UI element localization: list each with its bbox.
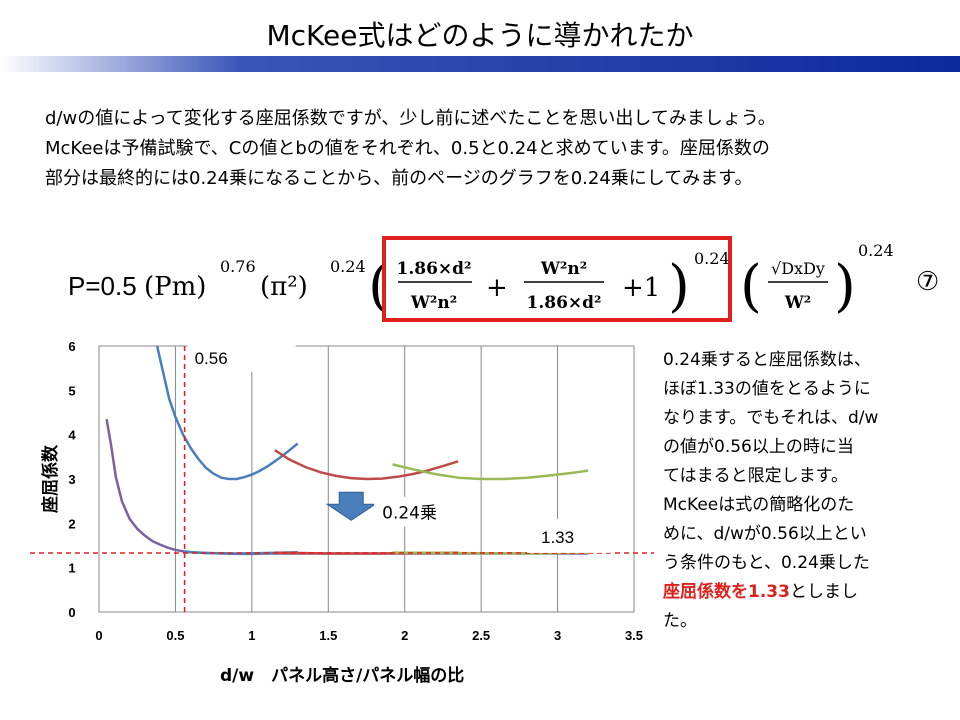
formula-pi: (π²): [260, 272, 308, 302]
side-line-9: 座屈係数を1.33としまし: [663, 578, 953, 607]
formula-close-paren: ): [668, 254, 690, 319]
side-line-8: う条件のもと、0.24乗した: [663, 553, 870, 573]
frac3-num: √DxDy: [771, 259, 825, 278]
y-tick-label-6: 6: [68, 339, 75, 354]
frac1-den: W²n²: [410, 293, 457, 313]
side-line-6: McKeeは式の簡略化のた: [663, 495, 855, 515]
y-tick-label-5: 5: [68, 383, 75, 398]
title-rule: [0, 56, 960, 72]
side-line-4: の値が0.56以上の時に当: [663, 437, 854, 457]
x-tick-label-2: 1: [248, 628, 255, 643]
formula-open-paren: (: [368, 254, 390, 319]
y-ref-label: 1.33: [541, 528, 574, 547]
frac2-num: W²n²: [540, 259, 587, 279]
down-arrow-icon: [325, 491, 377, 521]
side-line-1: 0.24乗すると座屈係数は、: [663, 350, 871, 370]
intro-line-2: McKeeは予備試験で、Cの値とbの値をそれぞれ、0.5と0.24と求めています…: [45, 138, 770, 159]
x-tick-label-6: 3: [554, 628, 561, 643]
intro-line-1: d/wの値によって変化する座屈係数ですが、少し前に述べたことを思い出してみましょ…: [45, 108, 776, 129]
intro-text: d/wの値によって変化する座屈係数ですが、少し前に述べたことを思い出してみましょ…: [45, 104, 945, 194]
formula-pm: (Pm): [144, 272, 206, 302]
side-line-2: ほぼ1.33の値をとるように: [663, 379, 871, 399]
equation-number: ⑦: [916, 267, 939, 297]
series-line-0: [155, 345, 299, 481]
y-tick-label-2: 2: [68, 516, 75, 531]
x-tick-label-7: 3.5: [625, 628, 643, 643]
arrow-label-bg: [374, 496, 455, 527]
formula-plus: +: [486, 273, 508, 303]
side-line-10: た。: [663, 611, 697, 631]
frac1-num: 1.86×d²: [397, 259, 472, 279]
x-tick-label-5: 2.5: [472, 628, 490, 643]
formula-lead: P=0.5: [68, 271, 137, 301]
y-ref-label-bg: [527, 518, 612, 553]
x-tick-label-0: 0: [95, 628, 102, 643]
series-line-1: [274, 449, 459, 481]
arrow-label: 0.24乗: [382, 504, 437, 524]
mckee-formula: P=0.5 (Pm) 0.76 (π²) 0.24 ( 1.86×d² W²n²…: [68, 236, 939, 322]
last-exp: 0.24: [858, 241, 894, 260]
formula-close-paren-2: ): [834, 254, 856, 319]
buckling-coefficient-chart: 0 0.5 1 1.5 2 2.5 3 3.5 0 1 2 3 4 5 6 座屈係数 d/w パネル高さ/パネル…: [30, 338, 654, 686]
frac3-den: W²: [784, 293, 812, 313]
highlight-box: [382, 236, 732, 322]
frac2-den: 1.86×d²: [527, 293, 602, 313]
y-tick-label-0: 0: [68, 605, 75, 620]
y-tick-label-3: 3: [68, 472, 75, 487]
side-tail: としまし: [789, 582, 858, 602]
side-line-3: なります。でもそれは、d/w: [663, 408, 879, 428]
series-line-2: [392, 463, 589, 481]
y-tick-label-4: 4: [68, 428, 76, 443]
x-axis-label: d/w パネル高さ/パネル幅の比: [220, 665, 464, 686]
box-exp: 0.24: [694, 249, 730, 268]
y-axis-label: 座屈係数: [40, 444, 61, 513]
formula-pi-exp: 0.24: [330, 257, 366, 276]
page-title: McKee式はどのように導かれたか: [266, 19, 694, 52]
formula-plus-one: +1: [622, 273, 660, 303]
x-tick-label-3: 1.5: [319, 628, 337, 643]
intro-line-3: 部分は最終的には0.24乗になることから、前のページのグラフを0.24乗にしてみ…: [45, 168, 753, 189]
x-tick-label-1: 0.5: [166, 628, 184, 643]
formula-pm-exp: 0.76: [220, 257, 256, 276]
side-explanation: 0.24乗すると座屈係数は、 ほぼ1.33の値をとるように なります。でもそれは…: [663, 346, 953, 636]
x-ref-label-bg: [187, 338, 296, 372]
formula-open-paren-2: (: [740, 254, 762, 319]
x-tick-label-4: 2: [401, 628, 408, 643]
side-line-5: てはまると限定します。: [663, 466, 848, 486]
side-line-7: めに、d/wが0.56以上とい: [663, 524, 867, 544]
x-ref-label: 0.56: [195, 349, 228, 368]
y-tick-label-1: 1: [68, 561, 75, 576]
side-highlight: 座屈係数を1.33: [663, 582, 790, 602]
